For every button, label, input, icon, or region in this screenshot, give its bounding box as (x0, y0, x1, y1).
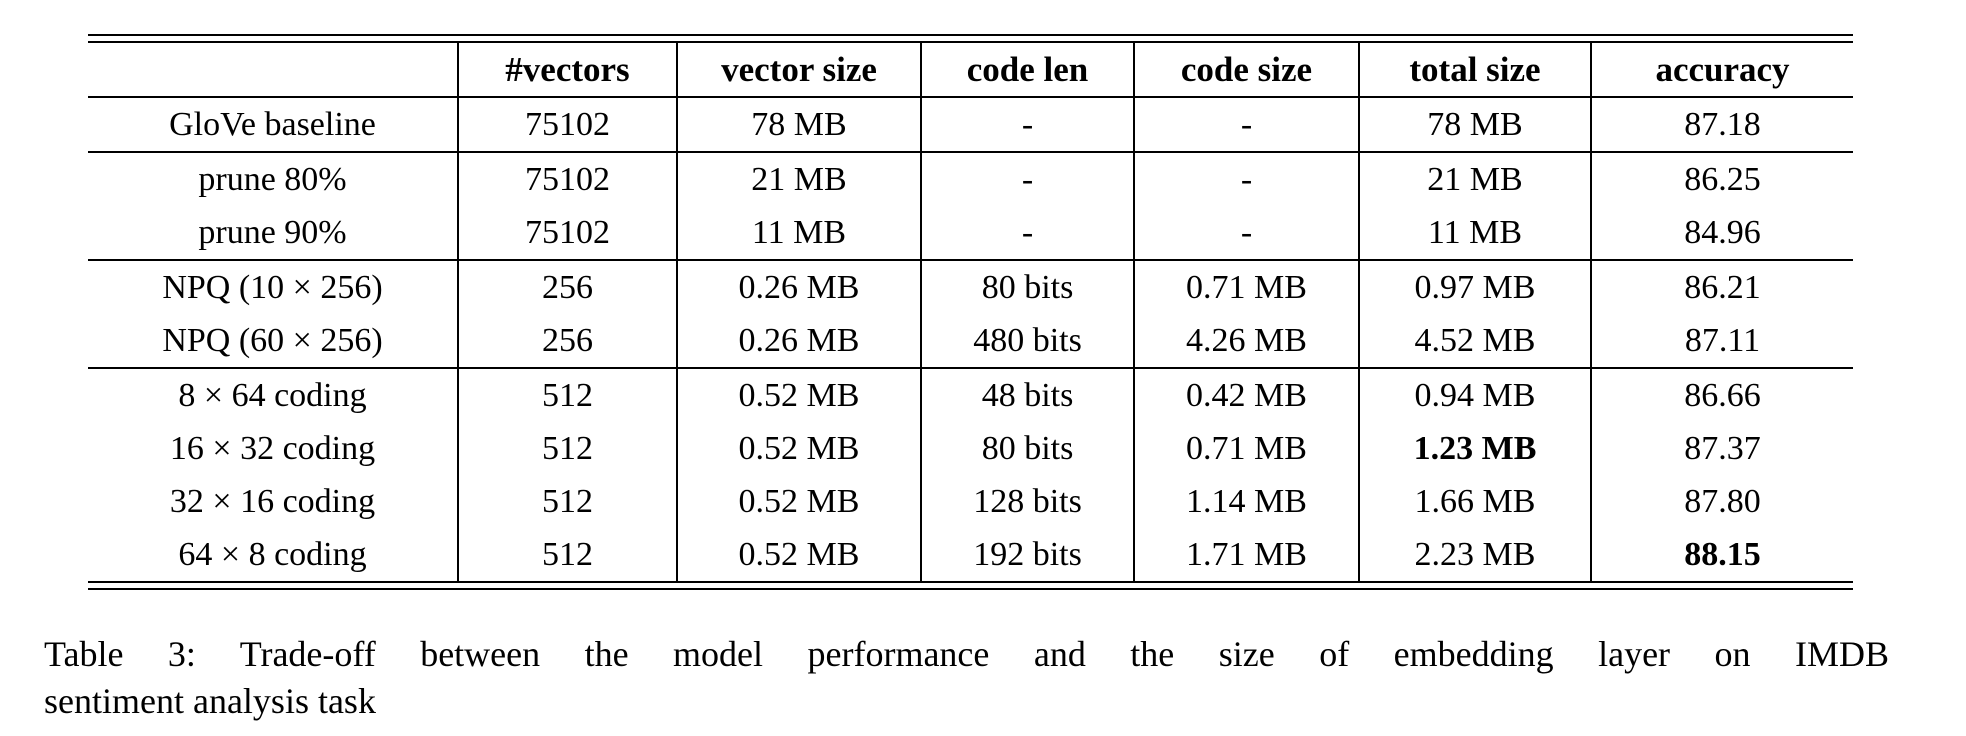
cell-total-size: 1.66 MB (1358, 475, 1591, 528)
row-label: 8 × 64 coding (88, 367, 458, 422)
column-header-accuracy: accuracy (1590, 42, 1853, 98)
cell-accuracy: 87.11 (1590, 314, 1853, 368)
row-label: prune 80% (88, 151, 458, 206)
cell-accuracy-best: 88.15 (1590, 528, 1853, 582)
cell-total-size: 0.97 MB (1358, 259, 1591, 314)
cell-code-size: 0.71 MB (1133, 259, 1359, 314)
column-header-total-size: total size (1358, 42, 1591, 98)
table-row-prune-90: prune 90% 75102 11 MB - - 11 MB 84.96 (88, 206, 1853, 260)
cell-code-size: 4.26 MB (1133, 314, 1359, 368)
row-label: 16 × 32 coding (169, 429, 376, 467)
cell-vectors: 75102 (457, 97, 677, 152)
table-caption-line-2: sentiment analysis task (44, 681, 376, 721)
cell-accuracy: 87.18 (1590, 97, 1853, 152)
cell-vector-size: 0.26 MB (676, 259, 921, 314)
table-row-16x32-coding: 16 × 32 coding 512 0.52 MB 80 bits 0.71 … (88, 422, 1853, 475)
row-label: 32 × 16 coding (169, 482, 376, 520)
row-label: GloVe baseline (169, 105, 376, 143)
column-header-code-len: code len (920, 42, 1134, 98)
cell-code-size: 1.71 MB (1133, 528, 1359, 582)
row-label: prune 90% (198, 213, 347, 251)
cell-vector-size: 11 MB (676, 206, 921, 260)
row-label: NPQ (60 × 256) (162, 321, 383, 359)
table-row-glove-baseline: GloVe baseline 75102 78 MB - - 78 MB 87.… (88, 97, 1853, 152)
results-table: #vectors vector size code len code size … (88, 41, 1853, 583)
row-label: 64 × 8 coding (178, 535, 367, 573)
cell-code-size: 0.71 MB (1133, 422, 1359, 475)
column-header-code-size: code size (1133, 42, 1359, 98)
cell-total-size: 4.52 MB (1358, 314, 1591, 368)
cell-vectors: 256 (457, 259, 677, 314)
cell-vector-size: 21 MB (676, 151, 921, 206)
cell-accuracy: 86.66 (1590, 367, 1853, 422)
cell-accuracy: 86.25 (1590, 151, 1853, 206)
cell-total-size-best: 1.23 MB (1358, 422, 1591, 475)
column-header-vectors: #vectors (457, 42, 677, 98)
table-caption-line-1: Table 3: Trade-off between the model per… (44, 634, 1889, 674)
table-caption: Table 3: Trade-off between the model per… (44, 631, 1889, 725)
cell-accuracy: 86.21 (1590, 259, 1853, 314)
table-row-npq-10x256: NPQ (10 × 256) 256 0.26 MB 80 bits 0.71 … (88, 259, 1853, 314)
cell-vector-size: 0.52 MB (676, 422, 921, 475)
cell-vectors: 512 (457, 422, 677, 475)
cell-code-len: 80 bits (920, 422, 1134, 475)
cell-vector-size: 0.52 MB (676, 528, 921, 582)
cell-total-size: 11 MB (1358, 206, 1591, 260)
cell-code-size: - (1133, 206, 1359, 260)
cell-vectors: 75102 (457, 151, 677, 206)
column-header-model (88, 42, 458, 98)
cell-vectors: 512 (457, 475, 677, 528)
table-row-64x8-coding: 64 × 8 coding 512 0.52 MB 192 bits 1.71 … (88, 528, 1853, 582)
cell-vectors: 512 (457, 367, 677, 422)
cell-total-size: 2.23 MB (1358, 528, 1591, 582)
cell-total-size: 0.94 MB (1358, 367, 1591, 422)
cell-vectors: 75102 (457, 206, 677, 260)
cell-vector-size: 0.52 MB (676, 475, 921, 528)
cell-vector-size: 78 MB (676, 97, 921, 152)
cell-code-size: - (1133, 97, 1359, 152)
table-row-8x64-coding: 8 × 64 coding 512 0.52 MB 48 bits 0.42 M… (88, 367, 1853, 422)
cell-vectors: 512 (457, 528, 677, 582)
cell-code-size: - (1133, 151, 1359, 206)
cell-code-size: 1.14 MB (1133, 475, 1359, 528)
cell-vector-size: 0.26 MB (676, 314, 921, 368)
cell-code-len: - (920, 206, 1134, 260)
row-label: NPQ (10 × 256) (88, 259, 458, 314)
results-table-frame: #vectors vector size code len code size … (88, 34, 1853, 590)
table-row-32x16-coding: 32 × 16 coding 512 0.52 MB 128 bits 1.14… (88, 475, 1853, 528)
cell-code-size: 0.42 MB (1133, 367, 1359, 422)
cell-code-len: - (920, 151, 1134, 206)
cell-code-len: 480 bits (920, 314, 1134, 368)
cell-code-len: 128 bits (920, 475, 1134, 528)
cell-total-size: 21 MB (1358, 151, 1591, 206)
cell-code-len: - (920, 97, 1134, 152)
cell-code-len: 48 bits (920, 367, 1134, 422)
cell-code-len: 192 bits (920, 528, 1134, 582)
cell-total-size: 78 MB (1358, 97, 1591, 152)
cell-accuracy: 87.80 (1590, 475, 1853, 528)
cell-code-len: 80 bits (920, 259, 1134, 314)
table-header-row: #vectors vector size code len code size … (88, 42, 1853, 98)
cell-vector-size: 0.52 MB (676, 367, 921, 422)
cell-accuracy: 84.96 (1590, 206, 1853, 260)
column-header-vector-size: vector size (676, 42, 921, 98)
table-row-prune-80: prune 80% 75102 21 MB - - 21 MB 86.25 (88, 151, 1853, 206)
cell-accuracy: 87.37 (1590, 422, 1853, 475)
table-row-npq-60x256: NPQ (60 × 256) 256 0.26 MB 480 bits 4.26… (88, 314, 1853, 368)
cell-vectors: 256 (457, 314, 677, 368)
